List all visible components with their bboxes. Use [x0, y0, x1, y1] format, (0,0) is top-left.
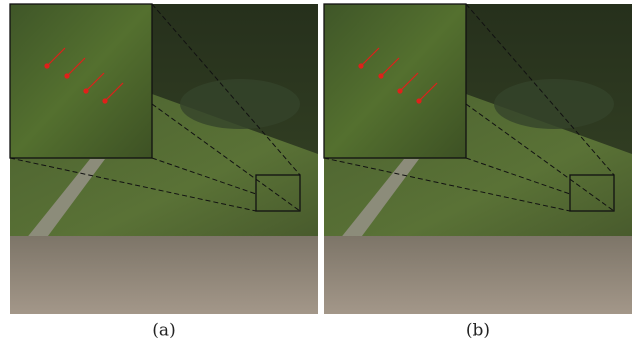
panel-image — [324, 4, 632, 314]
caption: (b) — [466, 321, 490, 341]
panel-image — [10, 4, 318, 314]
page: (a) (b) (() => { const data = JSON.parse… — [0, 0, 641, 347]
caption: (a) — [152, 321, 175, 341]
figure: (a) (b) — [0, 0, 641, 347]
